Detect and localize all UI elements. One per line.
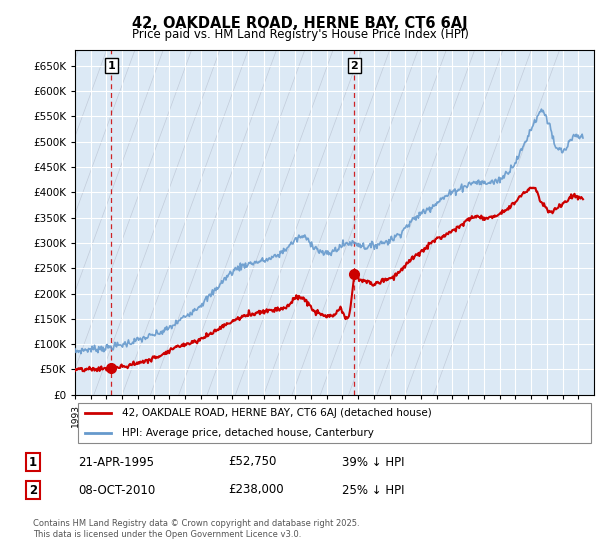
Text: 42, OAKDALE ROAD, HERNE BAY, CT6 6AJ: 42, OAKDALE ROAD, HERNE BAY, CT6 6AJ: [132, 16, 468, 31]
Text: 1: 1: [107, 60, 115, 71]
Text: 21-APR-1995: 21-APR-1995: [78, 455, 154, 469]
Text: 39% ↓ HPI: 39% ↓ HPI: [342, 455, 404, 469]
Text: 2: 2: [29, 483, 37, 497]
Text: 08-OCT-2010: 08-OCT-2010: [78, 483, 155, 497]
Text: £238,000: £238,000: [228, 483, 284, 497]
Text: 25% ↓ HPI: 25% ↓ HPI: [342, 483, 404, 497]
Text: £52,750: £52,750: [228, 455, 277, 469]
Text: 42, OAKDALE ROAD, HERNE BAY, CT6 6AJ (detached house): 42, OAKDALE ROAD, HERNE BAY, CT6 6AJ (de…: [122, 408, 431, 418]
Text: 2: 2: [350, 60, 358, 71]
Text: HPI: Average price, detached house, Canterbury: HPI: Average price, detached house, Cant…: [122, 428, 374, 438]
FancyBboxPatch shape: [77, 403, 592, 443]
Text: Price paid vs. HM Land Registry's House Price Index (HPI): Price paid vs. HM Land Registry's House …: [131, 28, 469, 41]
Text: Contains HM Land Registry data © Crown copyright and database right 2025.
This d: Contains HM Land Registry data © Crown c…: [33, 520, 359, 539]
Text: 1: 1: [29, 455, 37, 469]
